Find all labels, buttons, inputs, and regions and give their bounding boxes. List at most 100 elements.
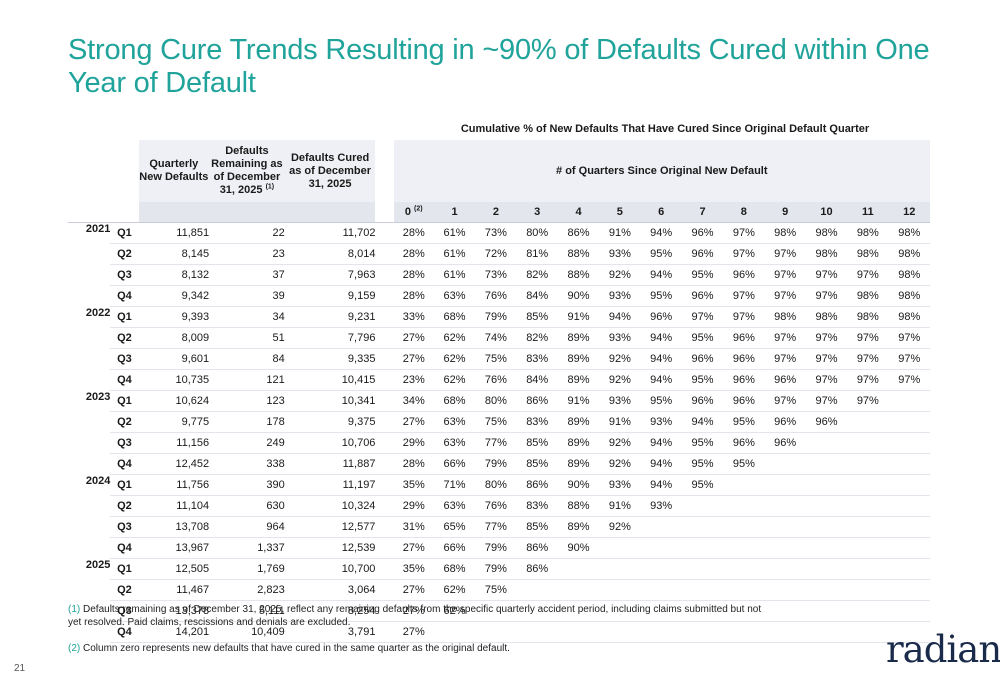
quarter-col-header: 3	[516, 202, 558, 223]
cure-pct-cell: 98%	[847, 243, 889, 265]
year-label	[68, 285, 111, 307]
cure-pct-cell: 97%	[764, 327, 806, 349]
cure-pct-cell: 73%	[475, 264, 517, 286]
cure-pct-cell: 90%	[557, 285, 600, 307]
cure-pct-cell	[640, 537, 682, 559]
defaults-remaining: 964	[209, 516, 285, 538]
cure-pct-cell	[681, 621, 724, 643]
column-gap	[375, 285, 394, 307]
table-row: 2022 Q1 9,393 34 9,231 33% 68% 79% 85% 91% 94% 96% 9…	[68, 306, 930, 328]
table-row: 2021 Q1 11,851 22 11,702 28% 61% 73% 80% 86% 91% 94…	[68, 222, 930, 244]
cure-pct-cell: 28%	[393, 285, 434, 307]
quarterly-new-defaults: 11,851	[138, 222, 210, 244]
defaults-cured: 12,577	[284, 516, 376, 538]
year-label: 2023	[68, 390, 111, 412]
cure-pct-cell: 97%	[805, 285, 848, 307]
cure-pct-cell	[475, 621, 517, 643]
defaults-remaining: 178	[209, 411, 285, 433]
cure-pct-cell: 82%	[516, 327, 558, 349]
year-label: 2022	[68, 306, 111, 328]
cure-pct-cell: 27%	[393, 621, 434, 643]
cure-pct-cell: 97%	[764, 390, 806, 412]
cure-pct-cell: 96%	[723, 390, 765, 412]
cure-pct-cell: 89%	[557, 411, 600, 433]
cure-pct-cell: 96%	[681, 390, 724, 412]
cure-pct-cell: 98%	[764, 306, 806, 328]
cure-pct-cell: 63%	[433, 411, 476, 433]
cure-pct-cell	[723, 579, 765, 601]
cure-pct-cell: 33%	[393, 306, 434, 328]
cure-pct-cell	[764, 621, 806, 643]
cure-pct-cell	[847, 432, 889, 454]
cure-pct-cell: 95%	[723, 411, 765, 433]
defaults-cured: 11,197	[284, 474, 376, 496]
quarter-label: Q1	[110, 558, 139, 580]
cure-pct-cell: 95%	[681, 432, 724, 454]
table-row: Q2 9,775 178 9,375 27% 63% 75% 83% 89% 91% 93% 94% 9…	[68, 411, 930, 433]
col-header-remaining: Defaults Remaining as of December 31, 20…	[209, 140, 285, 202]
cure-pct-cell: 94%	[640, 264, 682, 286]
quarterly-new-defaults: 13,708	[138, 516, 210, 538]
quarterly-new-defaults: 12,505	[138, 558, 210, 580]
cure-pct-cell	[723, 495, 765, 517]
quarterly-new-defaults: 14,201	[138, 621, 210, 643]
year-label	[68, 243, 111, 265]
cure-pct-cell	[805, 579, 848, 601]
quarter-label: Q2	[110, 327, 139, 349]
column-gap	[375, 600, 394, 622]
cure-pct-cell: 97%	[764, 285, 806, 307]
cure-pct-cell	[888, 453, 930, 475]
cure-pct-cell: 97%	[764, 264, 806, 286]
quarters-since-header: # of Quarters Since Original New Default	[393, 140, 930, 202]
cure-pct-cell: 65%	[433, 516, 476, 538]
cure-pct-cell: 85%	[516, 306, 558, 328]
quarter-col-label: 3	[534, 206, 541, 218]
quarter-label: Q3	[110, 432, 139, 454]
cure-pct-cell: 27%	[393, 411, 434, 433]
quarter-col-label: 6	[658, 206, 665, 218]
cure-pct-cell: 92%	[599, 516, 641, 538]
cure-pct-cell: 82%	[516, 264, 558, 286]
cure-pct-cell: 93%	[599, 285, 641, 307]
quarter-col-label: 7	[699, 206, 706, 218]
cure-pct-cell	[764, 537, 806, 559]
column-gap	[375, 495, 394, 517]
cure-pct-cell: 98%	[764, 222, 806, 244]
quarterly-new-defaults: 11,467	[138, 579, 210, 601]
cure-pct-cell	[723, 474, 765, 496]
cure-pct-cell: 86%	[516, 558, 558, 580]
cure-pct-cell	[888, 579, 930, 601]
quarter-col-header: 5	[599, 202, 641, 223]
quarter-label: Q1	[110, 306, 139, 328]
quarter-col-label: 2	[492, 206, 499, 218]
defaults-remaining: 5,111	[209, 600, 285, 622]
cure-pct-cell: 97%	[723, 285, 765, 307]
column-gap	[375, 243, 394, 265]
cure-pct-cell: 92%	[599, 453, 641, 475]
cure-pct-cell: 97%	[764, 243, 806, 265]
quarter-label: Q2	[110, 243, 139, 265]
cure-pct-cell	[681, 495, 724, 517]
year-label	[68, 327, 111, 349]
quarter-label: Q1	[110, 474, 139, 496]
year-label	[68, 411, 111, 433]
cure-pct-cell	[516, 600, 558, 622]
cure-pct-cell	[847, 621, 889, 643]
cure-pct-cell	[805, 495, 848, 517]
defaults-cured: 11,887	[284, 453, 376, 475]
cure-pct-cell: 62%	[433, 600, 476, 622]
cure-pct-cell: 76%	[475, 495, 517, 517]
cure-pct-cell: 63%	[433, 495, 476, 517]
quarterly-new-defaults: 9,393	[138, 306, 210, 328]
column-gap	[375, 474, 394, 496]
cure-pct-cell: 68%	[433, 558, 476, 580]
quarter-col-label: 10	[820, 206, 833, 218]
cure-pct-cell: 94%	[640, 327, 682, 349]
cure-pct-cell: 77%	[475, 432, 517, 454]
cure-pct-cell	[764, 558, 806, 580]
defaults-cured: 11,702	[284, 222, 376, 244]
cure-pct-cell: 96%	[681, 285, 724, 307]
cure-pct-cell	[888, 516, 930, 538]
cure-pct-cell: 80%	[516, 222, 558, 244]
cure-pct-cell	[599, 621, 641, 643]
